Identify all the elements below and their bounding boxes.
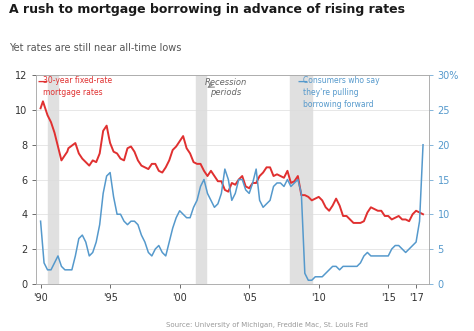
Text: Recession
periods: Recession periods [204,78,246,97]
Text: —: — [38,77,47,87]
Text: Source: University of Michigan, Freddie Mac, St. Louis Fed: Source: University of Michigan, Freddie … [166,322,368,328]
Text: Consumers who say
they're pulling
borrowing forward: Consumers who say they're pulling borrow… [303,76,380,109]
Bar [47,75,58,284]
Bar [290,75,312,284]
Text: Yet rates are still near all-time lows: Yet rates are still near all-time lows [9,43,182,53]
Text: A rush to mortgage borrowing in advance of rising rates: A rush to mortgage borrowing in advance … [9,3,405,16]
Text: 30-year fixed-rate
mortgage rates: 30-year fixed-rate mortgage rates [43,76,112,97]
Bar [196,75,206,284]
Text: —: — [298,77,308,87]
